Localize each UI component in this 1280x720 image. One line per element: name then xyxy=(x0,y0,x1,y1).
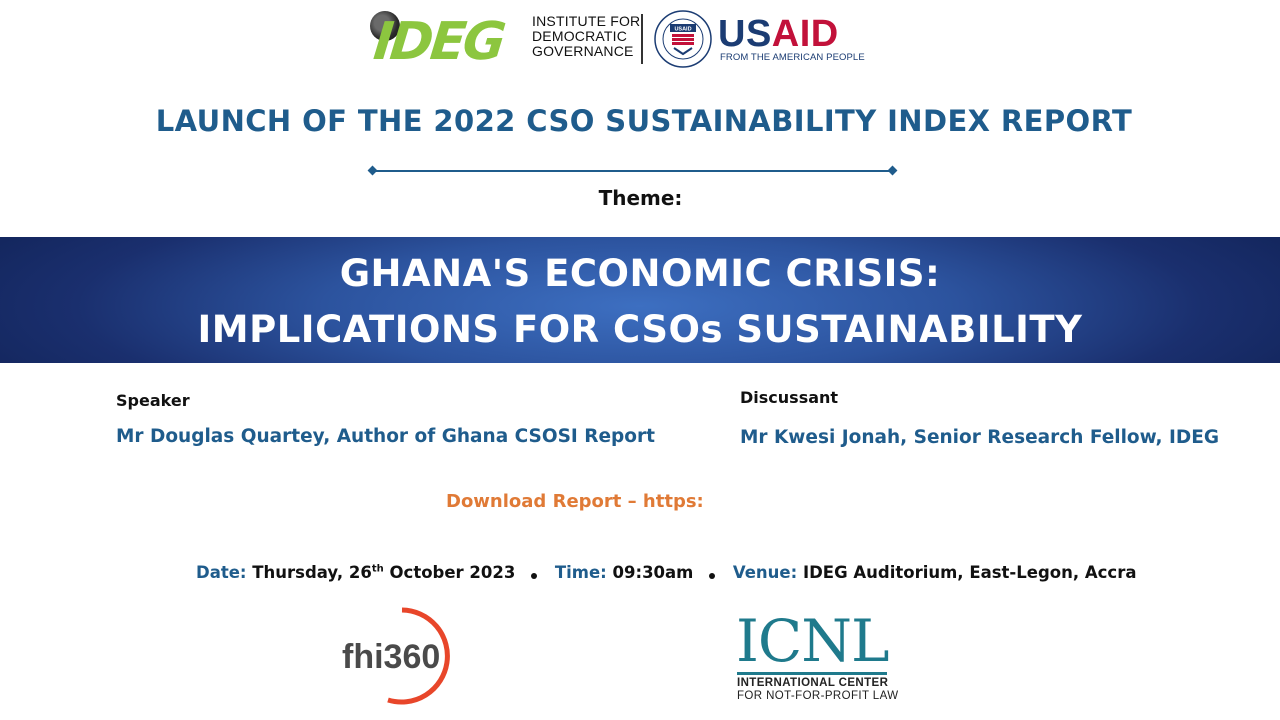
usaid-us: US xyxy=(718,13,772,55)
time-value: 09:30am xyxy=(612,563,694,582)
icnl-name-line-1: INTERNATIONAL CENTER xyxy=(737,677,889,689)
ideg-logo-wordmark: IDEG xyxy=(370,12,506,72)
date-value-post: October 2023 xyxy=(383,563,516,582)
globe-icon xyxy=(370,11,400,41)
separator-bullet xyxy=(709,572,716,579)
separator-bullet xyxy=(531,572,538,579)
event-details: Date: Thursday, 26th October 2023 Time: … xyxy=(196,563,1137,582)
discussant-label: Discussant xyxy=(740,388,839,407)
time-label: Time: xyxy=(554,563,607,582)
theme-label: Theme: xyxy=(598,186,683,210)
fhi360-text: fhi360 xyxy=(342,638,440,676)
icnl-wordmark: ICNL xyxy=(736,607,890,675)
icnl-name-line-2: FOR NOT-FOR-PROFIT LAW xyxy=(737,690,899,702)
date-value: Thursday, 26th October 2023 xyxy=(252,563,515,582)
usaid-tagline: FROM THE AMERICAN PEOPLE xyxy=(720,52,865,63)
logo-divider xyxy=(641,14,643,64)
download-report-link[interactable]: Download Report – https: xyxy=(446,491,704,512)
ideg-name-line: DEMOCRATIC xyxy=(532,28,628,44)
usaid-wordmark: USAID xyxy=(718,14,839,54)
date-label: Date: xyxy=(196,563,247,582)
divider-end-left xyxy=(367,165,378,176)
date-value-sup: th xyxy=(371,563,384,575)
banner-line-1: GHANA'S ECONOMIC CRISIS: xyxy=(339,252,941,295)
fhi360-logo: fhi360 xyxy=(342,607,450,705)
title-divider xyxy=(372,170,896,172)
venue-value: IDEG Auditorium, East-Legon, Accra xyxy=(802,563,1137,582)
usaid-aid: AID xyxy=(771,13,839,55)
theme-banner: GHANA'S ECONOMIC CRISIS: IMPLICATIONS FO… xyxy=(0,237,1280,363)
page-title: LAUNCH OF THE 2022 CSO SUSTAINABILITY IN… xyxy=(155,104,1133,138)
svg-text:USAID: USAID xyxy=(674,27,691,33)
icnl-underline xyxy=(737,672,887,675)
ideg-name-line: GOVERNANCE xyxy=(532,43,634,59)
banner-line-2: IMPLICATIONS FOR CSOs SUSTAINABILITY xyxy=(197,308,1083,351)
venue-label: Venue: xyxy=(732,563,798,582)
date-value-pre: Thursday, 26 xyxy=(252,563,372,582)
discussant-name: Mr Kwesi Jonah, Senior Research Fellow, … xyxy=(740,427,1220,448)
ideg-institute-name: INSTITUTE FOR DEMOCRATIC GOVERNANCE xyxy=(532,14,640,59)
divider-end-right xyxy=(887,165,898,176)
speaker-name: Mr Douglas Quartey, Author of Ghana CSOS… xyxy=(116,426,655,447)
ideg-logo: IDEG INSTITUTE FOR DEMOCRATIC GOVERNANCE xyxy=(370,8,640,72)
ideg-name-line: INSTITUTE FOR xyxy=(532,13,641,29)
speaker-label: Speaker xyxy=(116,391,190,410)
usaid-seal-icon: USAID xyxy=(654,10,712,68)
